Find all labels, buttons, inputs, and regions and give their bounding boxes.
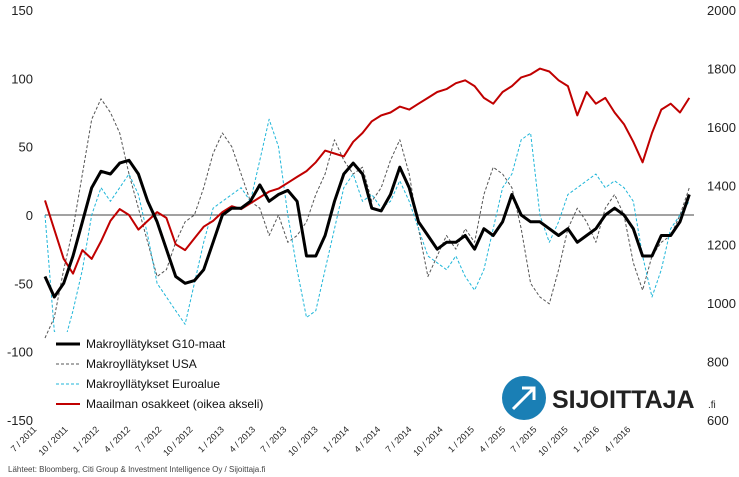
brand-name: SIJOITTAJA xyxy=(552,386,695,414)
x-tick-label: 10 / 2015 xyxy=(536,424,570,458)
series-line-0 xyxy=(43,158,691,299)
x-tick-label: 1 / 2016 xyxy=(571,424,601,454)
x-tick-label: 4 / 2013 xyxy=(227,424,257,454)
x-tick-label: 4 / 2016 xyxy=(602,424,632,454)
right-tick-label: 1400 xyxy=(707,179,736,194)
legend-box xyxy=(50,332,272,412)
x-tick-label: 7 / 2012 xyxy=(133,424,163,454)
series-layer xyxy=(43,67,691,346)
left-tick-label: 50 xyxy=(19,140,33,155)
x-tick-label: 7 / 2011 xyxy=(9,424,39,454)
left-tick-label: 150 xyxy=(11,3,33,18)
x-tick-label: 7 / 2015 xyxy=(509,424,539,454)
right-tick-label: 2000 xyxy=(707,3,736,18)
right-tick-label: 1000 xyxy=(707,296,736,311)
right-tick-label: 1800 xyxy=(707,62,736,77)
x-tick-label: 1 / 2014 xyxy=(321,424,351,454)
x-tick-label: 10 / 2011 xyxy=(37,424,70,457)
right-tick-label: 800 xyxy=(707,354,729,369)
right-tick-label: 600 xyxy=(707,413,729,428)
source-note: Lähteet: Bloomberg, Citi Group & Investm… xyxy=(8,465,266,474)
brand-arrow-icon xyxy=(511,387,535,411)
series-line-1 xyxy=(44,98,690,339)
right-tick-label: 1600 xyxy=(707,120,736,135)
left-axis: -150 -100 -50 0 50 100 150 xyxy=(7,3,33,428)
right-axis: 600 800 1000 1200 1400 1600 1800 2000 xyxy=(707,3,736,428)
x-tick-label: 4 / 2014 xyxy=(352,424,382,454)
legend: Makroyllätykset G10-maat Makroyllätykset … xyxy=(50,332,272,412)
brand-suffix: .fi xyxy=(708,400,716,411)
left-tick-label: -50 xyxy=(14,276,33,291)
x-tick-label: 10 / 2012 xyxy=(161,424,195,458)
right-tick-label: 1200 xyxy=(707,237,736,252)
x-tick-label: 1 / 2012 xyxy=(71,424,101,454)
x-tick-label: 1 / 2013 xyxy=(196,424,226,454)
legend-label: Makroyllätykset Euroalue xyxy=(86,377,220,391)
x-tick-label: 10 / 2014 xyxy=(411,424,445,458)
legend-label: Makroyllätykset G10-maat xyxy=(86,337,226,351)
x-tick-label: 1 / 2015 xyxy=(446,424,476,454)
x-tick-label: 4 / 2015 xyxy=(477,424,507,454)
left-tick-label: 0 xyxy=(26,208,33,223)
left-tick-label: -150 xyxy=(7,413,33,428)
x-tick-label: 4 / 2012 xyxy=(102,424,132,454)
left-tick-label: -100 xyxy=(7,345,33,360)
legend-label: Makroyllätykset USA xyxy=(86,357,197,371)
x-tick-label: 7 / 2013 xyxy=(258,424,288,454)
left-tick-label: 100 xyxy=(11,71,33,86)
x-tick-label: 10 / 2013 xyxy=(286,424,320,458)
x-tick-label: 7 / 2014 xyxy=(383,424,413,454)
brand-logo: SIJOITTAJA .fi xyxy=(502,376,716,420)
series-line-3 xyxy=(44,67,691,275)
legend-label: Maailman osakkeet (oikea akseli) xyxy=(86,397,263,411)
